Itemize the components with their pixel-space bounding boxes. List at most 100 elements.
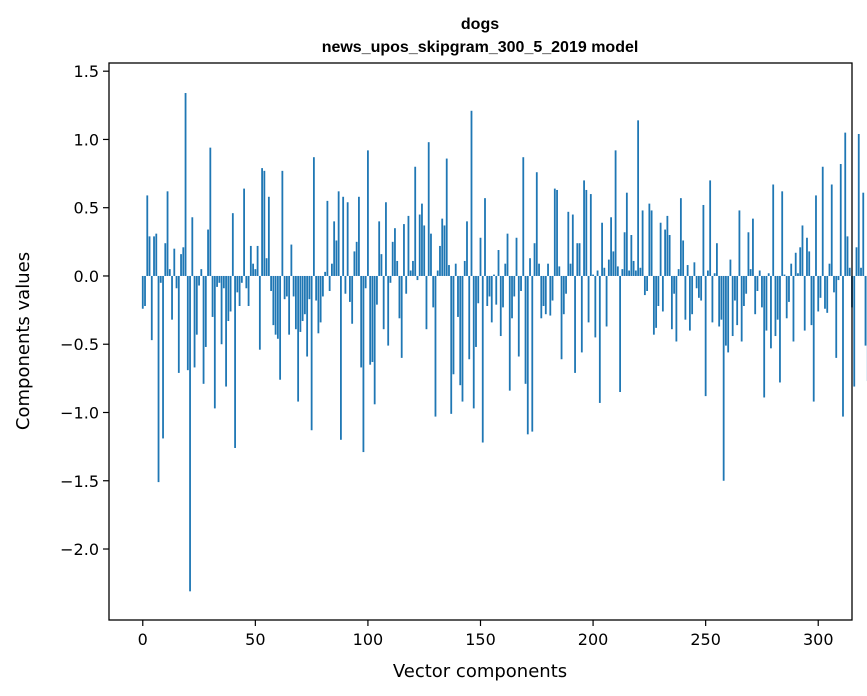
bar-64: [285, 275, 288, 297]
bar-316: [853, 275, 856, 387]
bar-204: [601, 222, 603, 276]
bar-249: [702, 204, 705, 276]
bar-266: [740, 275, 743, 342]
bar-28: [204, 275, 207, 347]
bar-108: [385, 202, 387, 276]
bar-60: [276, 275, 279, 339]
bar-124: [421, 203, 423, 276]
bar-314: [848, 267, 851, 276]
y-tick-label: −0.5: [60, 335, 99, 354]
bar-201: [594, 275, 597, 338]
bar-307: [833, 275, 835, 293]
bar-12: [168, 269, 171, 276]
bar-67: [292, 275, 295, 297]
bar-172: [529, 258, 531, 276]
bar-82: [326, 200, 329, 276]
y-tick-label: 0.0: [74, 267, 99, 286]
bar-15: [175, 275, 178, 289]
bar-24: [195, 275, 198, 335]
bar-164: [511, 275, 513, 319]
bar-45: [243, 188, 245, 276]
bar-270: [749, 269, 752, 276]
bar-268: [745, 275, 748, 294]
bar-208: [610, 217, 612, 276]
bar-276: [763, 275, 766, 398]
bar-312: [844, 132, 847, 276]
bar-257: [720, 275, 723, 320]
bar-317: [855, 247, 858, 276]
bar-146: [470, 110, 473, 276]
bar-144: [466, 221, 468, 276]
bar-210: [614, 150, 617, 276]
bar-137: [450, 275, 453, 414]
bar-16: [177, 275, 180, 373]
bar-286: [785, 275, 788, 319]
bar-75: [310, 275, 313, 431]
bar-216: [628, 270, 630, 276]
bar-223: [643, 275, 646, 296]
bar-151: [481, 275, 484, 443]
bar-225: [648, 203, 651, 276]
bar-68: [294, 275, 297, 330]
bar-31: [211, 275, 214, 317]
bar-264: [736, 275, 739, 326]
bar-115: [400, 275, 403, 358]
bar-141: [459, 275, 462, 386]
bar-121: [414, 166, 417, 276]
bar-26: [200, 269, 203, 276]
bar-29: [207, 229, 209, 276]
bar-104: [376, 275, 378, 305]
bar-188: [565, 275, 567, 294]
bar-192: [574, 275, 576, 373]
bar-25: [198, 275, 200, 286]
bar-321: [864, 275, 867, 346]
bar-131: [436, 270, 439, 276]
bar-138: [452, 275, 455, 375]
bar-54: [263, 170, 266, 276]
bar-274: [758, 270, 761, 276]
bar-132: [439, 245, 441, 276]
bar-113: [396, 260, 399, 276]
bar-294: [803, 275, 806, 331]
bar-111: [391, 241, 394, 276]
bar-237: [675, 275, 678, 342]
bar-95: [355, 241, 358, 276]
bars-group: [141, 93, 867, 592]
bar-22: [191, 217, 194, 276]
y-tick-label: −1.5: [60, 472, 99, 491]
y-axis-ticks: 1.5 1.0 0.5 0.0 −0.5 −1.0 −1.5 −2.0: [60, 62, 109, 559]
bar-63: [283, 275, 286, 300]
bar-275: [761, 275, 763, 308]
bar-248: [700, 275, 703, 301]
bar-117: [405, 275, 408, 294]
bar-211: [616, 266, 619, 276]
bar-262: [731, 275, 734, 337]
bar-44: [240, 275, 243, 283]
y-tick-label: 1.5: [74, 62, 99, 81]
bar-123: [418, 214, 421, 276]
bar-85: [333, 221, 336, 276]
bar-289: [792, 275, 795, 342]
bar-72: [303, 275, 306, 315]
bar-101: [369, 275, 372, 365]
bar-71: [301, 275, 304, 322]
bar-118: [407, 215, 410, 276]
bar-230: [659, 222, 662, 276]
bar-296: [808, 251, 811, 276]
bar-93: [351, 275, 354, 324]
bar-73: [306, 275, 309, 357]
x-tick-label: 250: [690, 630, 721, 649]
bar-221: [639, 267, 642, 276]
bar-37: [225, 275, 227, 387]
bar-218: [632, 260, 635, 276]
bar-100: [367, 150, 369, 276]
bar-2: [146, 195, 149, 276]
bar-202: [596, 270, 599, 276]
bar-194: [578, 243, 581, 276]
bar-261: [729, 259, 732, 276]
bar-136: [448, 265, 450, 276]
bar-103: [373, 275, 376, 405]
bar-200: [592, 274, 594, 276]
bar-61: [279, 275, 282, 380]
bar-205: [603, 267, 606, 276]
